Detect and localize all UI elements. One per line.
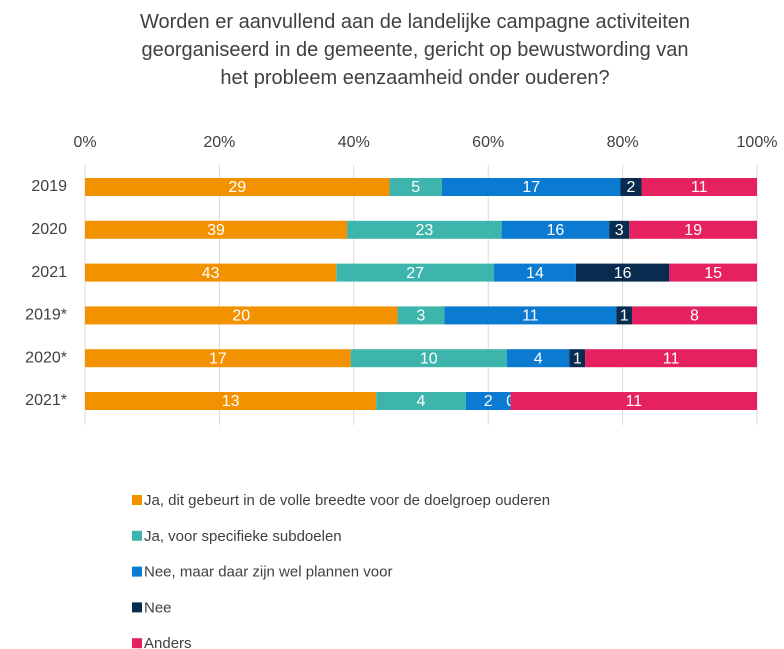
value-label: 1: [620, 308, 629, 325]
bar-segment: [494, 263, 576, 282]
bar-segment: [442, 178, 621, 196]
legend-swatch: [132, 530, 142, 541]
bar-segment: [85, 263, 337, 282]
x-tick-label: 40%: [338, 134, 370, 151]
value-label: 20: [232, 308, 250, 325]
x-tick-label: 20%: [203, 134, 235, 151]
value-label: 11: [663, 350, 680, 367]
legend-swatch: [132, 495, 142, 505]
bar-segment: [389, 178, 442, 196]
bar-segment: [641, 178, 757, 196]
value-label: 11: [691, 179, 708, 196]
bar-segment: [350, 349, 507, 368]
value-label: 27: [406, 265, 424, 282]
bar-segment: [444, 306, 617, 325]
bar-segment: [376, 392, 466, 410]
bar-segment: [347, 220, 502, 239]
value-label: 8: [690, 308, 699, 325]
value-label: 2: [484, 393, 493, 410]
y-tick-label: 2020*: [25, 349, 67, 366]
bar-segment: [609, 220, 630, 239]
legend-label: Ja, voor specifieke subdoelen: [144, 528, 342, 545]
value-label: 5: [411, 179, 420, 196]
bar-segment: [85, 178, 390, 196]
value-label: 10: [420, 350, 438, 367]
legend-swatch: [132, 638, 142, 649]
y-tick-label: 2021: [31, 264, 67, 281]
value-label: 14: [526, 265, 544, 282]
bar-segment: [569, 349, 586, 368]
value-label: 19: [684, 222, 702, 239]
value-label: 17: [522, 179, 540, 196]
value-label: 2: [627, 179, 636, 196]
bar-segment: [620, 178, 642, 196]
bar-segment: [85, 392, 377, 410]
bar-segment: [336, 263, 495, 282]
bar-segment: [631, 306, 757, 325]
bar-segment: [669, 263, 757, 282]
chart-title: Worden er aanvullend aan de landelijke c…: [140, 11, 690, 89]
bar-segment: [506, 349, 570, 368]
legend-label: Ja, dit gebeurt in de volle breedte voor…: [144, 492, 550, 509]
value-label: 11: [625, 393, 642, 410]
legend-swatch: [132, 566, 142, 577]
legend-swatch: [132, 602, 142, 613]
y-tick-label: 2020: [31, 221, 67, 238]
bar-segment: [85, 349, 351, 368]
legend-label: Anders: [144, 635, 192, 649]
value-label: 3: [417, 308, 426, 325]
x-tick-label: 80%: [607, 134, 639, 151]
x-tick-label: 100%: [737, 134, 778, 151]
legend-label: Nee: [144, 599, 172, 616]
bar-segment: [85, 306, 398, 325]
value-label: 16: [614, 265, 632, 282]
value-label: 17: [209, 350, 227, 367]
x-tick-label: 0%: [73, 134, 96, 151]
value-label: 1: [573, 350, 582, 367]
y-tick-label: 2021*: [25, 392, 67, 409]
bar-segment: [575, 263, 670, 282]
value-label: 15: [704, 265, 722, 282]
bar-segment: [501, 220, 610, 239]
bar-segment: [397, 306, 445, 325]
bar-segment: [465, 392, 511, 410]
value-label: 4: [534, 350, 543, 367]
value-label: 29: [228, 179, 246, 196]
value-label: 4: [417, 393, 426, 410]
bar-segment: [585, 349, 757, 368]
value-label: 23: [415, 222, 433, 239]
bar-segment: [629, 220, 757, 239]
y-tick-label: 2019: [31, 178, 67, 195]
bar-segment: [616, 306, 632, 325]
value-label: 43: [202, 265, 220, 282]
bar-segment: [510, 392, 757, 410]
value-label: 3: [615, 222, 624, 239]
x-tick-label: 60%: [472, 134, 504, 151]
y-tick-label: 2019*: [25, 307, 67, 324]
legend-label: Nee, maar daar zijn wel plannen voor: [144, 564, 392, 581]
value-label: 13: [222, 393, 240, 410]
value-label: 16: [547, 222, 565, 239]
value-label: 39: [207, 222, 225, 239]
value-label: 11: [522, 308, 539, 325]
bar-segment: [85, 220, 348, 239]
